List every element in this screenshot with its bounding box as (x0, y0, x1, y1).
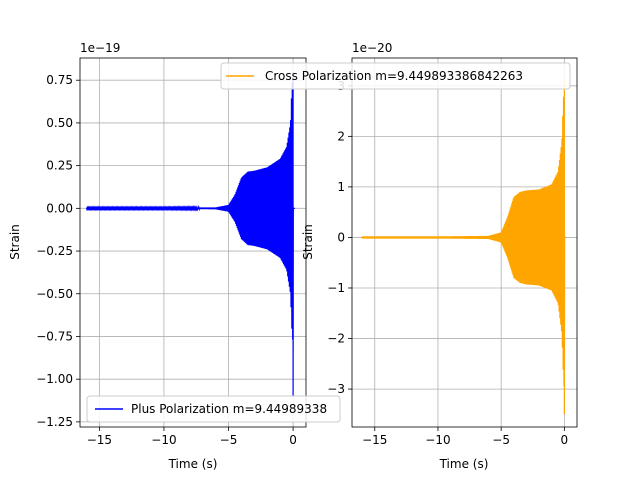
x-tick-label: −10 (425, 433, 450, 447)
plot-plus-polarization: −15 −10 −5 0 −1.25 −1.00 −0.75 −0.50 −0.25 0.00 0… (8, 41, 307, 471)
series-line (361, 80, 567, 415)
legend-label: Cross Polarization m=9.449893386842263 (265, 69, 523, 83)
y-offset-text: 1e−19 (80, 41, 120, 55)
x-tick-label: 0 (289, 433, 297, 447)
x-ticks: −15 −10 −5 0 (87, 427, 297, 447)
x-tick-label: −5 (492, 433, 510, 447)
axes-frame (79, 57, 307, 428)
y-tick-label: 0.00 (46, 201, 73, 215)
series-cross-polarization (361, 80, 567, 415)
y-tick-label: 0.50 (46, 116, 73, 130)
y-tick-label: −3 (327, 382, 345, 396)
y-tick-label: −1.00 (36, 372, 73, 386)
x-axis-label: Time (s) (439, 457, 489, 471)
y-tick-label: 0.75 (46, 73, 73, 87)
series-line (85, 71, 296, 397)
x-tick-label: −15 (87, 433, 112, 447)
y-tick-label: −1 (327, 281, 345, 295)
y-ticks: −1.25 −1.00 −0.75 −0.50 −0.25 0.00 0.25 0.50 0.7… (36, 73, 80, 429)
x-tick-label: −5 (220, 433, 238, 447)
x-tick-label: −10 (151, 433, 176, 447)
y-offset-text: 1e−20 (352, 41, 392, 55)
y-tick-label: −0.75 (36, 329, 73, 343)
legend-box (86, 395, 341, 423)
legend-box (220, 62, 571, 90)
y-tick-label: −0.50 (36, 287, 73, 301)
x-axis-label: Time (s) (168, 457, 218, 471)
legend-cross-polarization: Cross Polarization m=9.449893386842263 (220, 62, 571, 90)
legend-label: Plus Polarization m=9.44989338 (131, 402, 327, 416)
legend-plus-polarization: Plus Polarization m=9.44989338 (86, 395, 341, 423)
series-plus-polarization (85, 71, 296, 397)
y-tick-label: 0.25 (46, 159, 73, 173)
y-ticks: −3−2−10123 (327, 79, 352, 396)
y-axis-label: Strain (8, 224, 22, 260)
x-tick-label: 0 (561, 433, 569, 447)
y-tick-label: 2 (337, 129, 345, 143)
axes-frame (351, 57, 578, 428)
y-tick-label: −0.25 (36, 244, 73, 258)
y-tick-label: 1 (337, 180, 345, 194)
x-ticks: −15 −10 −5 0 (362, 427, 568, 447)
y-tick-label: −1.25 (36, 415, 73, 429)
y-tick-label: −2 (327, 332, 345, 346)
y-tick-label: 0 (337, 230, 345, 244)
x-tick-label: −15 (362, 433, 387, 447)
plot-cross-polarization: −15−10−50 −3−2−10123 1e−20 Time (s) Stra… (301, 41, 578, 471)
y-axis-label: Strain (301, 224, 315, 260)
